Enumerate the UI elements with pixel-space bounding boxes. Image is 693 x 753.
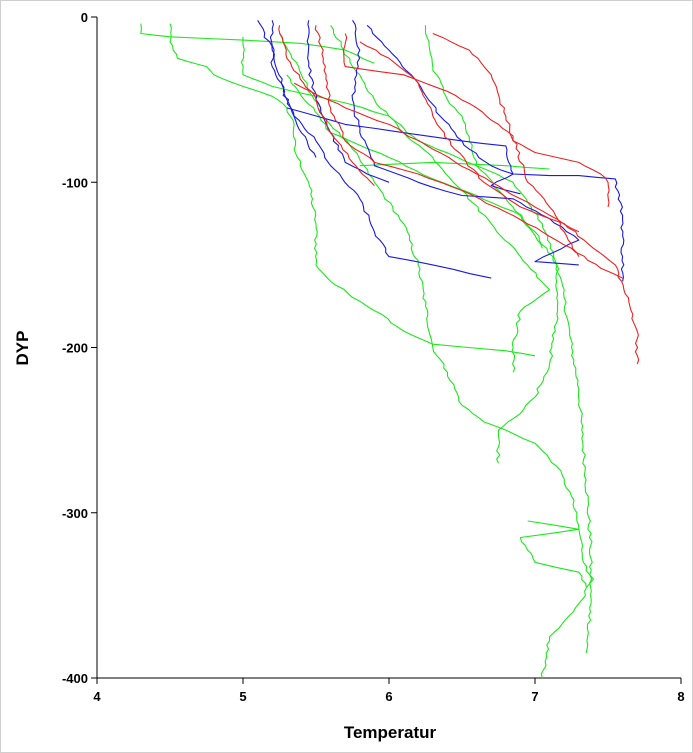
series-blue-11: [269, 20, 492, 279]
series-red-20: [432, 32, 610, 208]
series-green-4: [279, 33, 594, 679]
series-blue-15: [286, 107, 521, 195]
series-red-18: [342, 33, 580, 257]
y-axis-title: DYP: [13, 331, 32, 366]
series-red-17: [314, 25, 623, 279]
series-blue-14: [366, 24, 625, 282]
series-blue-13: [351, 20, 580, 266]
series-green-7: [286, 74, 543, 249]
chart-axes: 4 5 6 7 8 0 -100 -200 -300 -400: [62, 10, 685, 704]
y-tick-label: -200: [62, 341, 88, 356]
series-red-21: [293, 82, 580, 233]
series-red-19: [359, 41, 640, 365]
series-green-9: [519, 520, 587, 588]
x-tick-label: 7: [531, 689, 538, 704]
series-red-16: [278, 25, 375, 186]
y-tick-label: 0: [81, 10, 88, 25]
y-tick-label: -400: [62, 671, 88, 686]
x-tick-label: 8: [677, 689, 684, 704]
series-green-2: [169, 23, 536, 357]
series-green-5: [330, 24, 551, 373]
series-green-6: [424, 25, 560, 464]
y-tick-label: -100: [62, 175, 88, 190]
x-axis-title: Temperatur: [344, 723, 437, 742]
series-green-1: [140, 23, 375, 64]
series-layer: [140, 20, 640, 679]
y-tick-label: -300: [62, 506, 88, 521]
x-tick-label: 6: [385, 689, 392, 704]
series-blue-12: [306, 20, 390, 183]
x-tick-label: 4: [93, 689, 101, 704]
series-green-8: [359, 161, 550, 170]
x-tick-label: 5: [239, 689, 246, 704]
